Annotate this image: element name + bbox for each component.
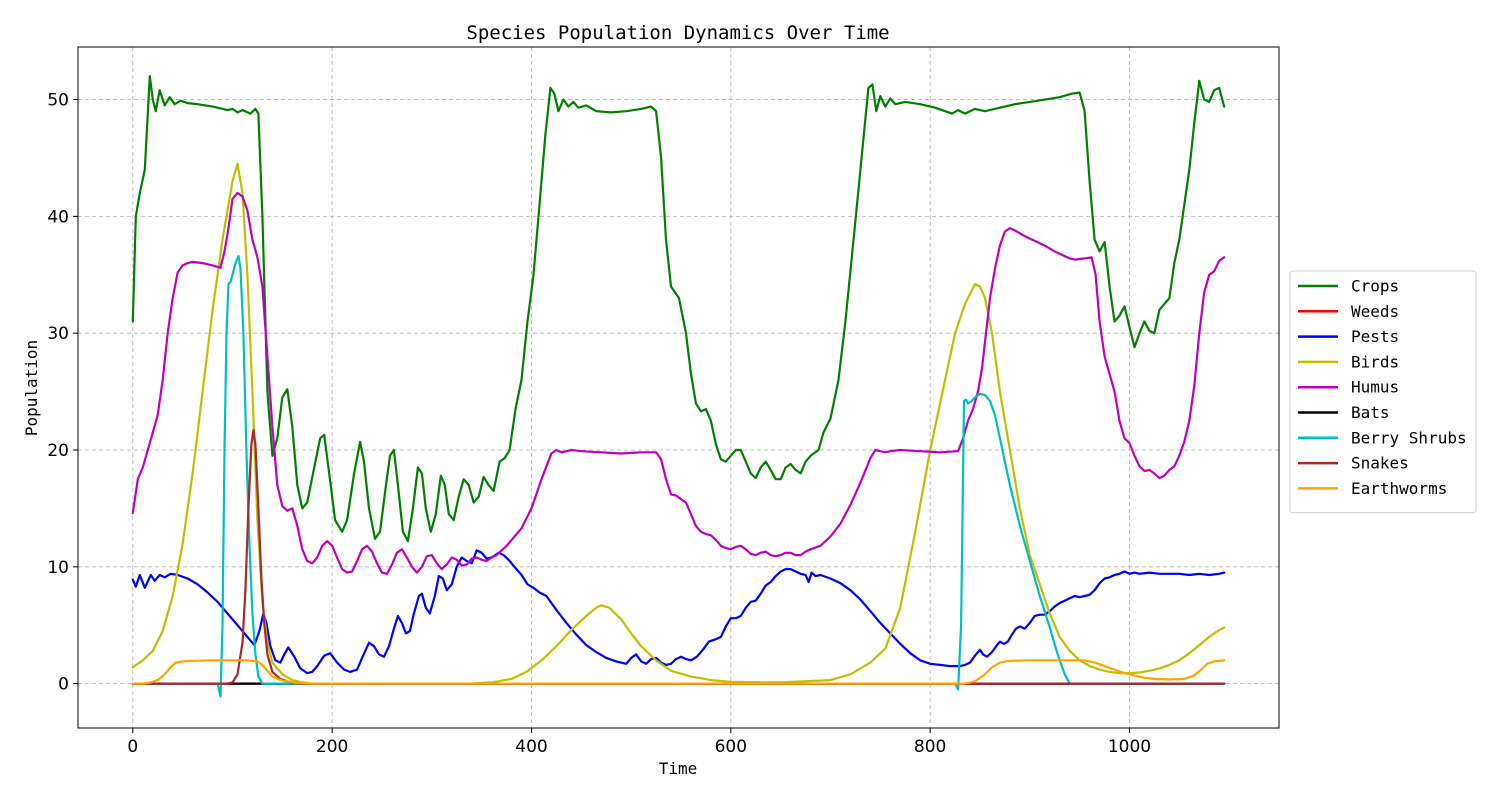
x-tick-label: 400 [515, 737, 547, 757]
x-tick-label: 800 [914, 737, 946, 757]
y-tick-label: 50 [47, 91, 69, 111]
plot-frame [77, 46, 1280, 729]
series-lines [131, 75, 1226, 698]
legend-entry-humus: Humus [1351, 378, 1399, 397]
y-tick-label: 10 [47, 558, 69, 578]
legend-entry-snakes: Snakes [1351, 454, 1409, 473]
legend-entry-pests: Pests [1351, 327, 1399, 346]
x-tick-label: 0 [127, 737, 138, 757]
x-axis-label: Time [659, 759, 698, 778]
x-tick-label: 600 [715, 737, 747, 757]
y-tick-label: 30 [47, 324, 69, 344]
series-line-crops [131, 75, 1226, 543]
series-line-pests [131, 549, 1226, 675]
grid [78, 47, 1279, 728]
legend-entry-crops: Crops [1351, 277, 1399, 296]
legend-entry-weeds: Weeds [1351, 302, 1399, 321]
chart-title: Species Population Dynamics Over Time [466, 22, 889, 44]
legend-entry-bats: Bats [1351, 403, 1390, 422]
legend-entry-berry-shrubs: Berry Shrubs [1351, 428, 1467, 447]
y-axis-label: Population [22, 340, 41, 436]
series-line-humus [131, 191, 1226, 575]
legend-entry-earthworms: Earthworms [1351, 479, 1447, 498]
series-line-berry-shrubs [131, 255, 1226, 698]
axis-ticks: 0 200 400 600 800 1000 0 10 20 30 40 50 [47, 91, 1151, 757]
x-tick-label: 200 [316, 737, 348, 757]
legend-entry-birds: Birds [1351, 352, 1399, 371]
series-line-birds [131, 162, 1226, 685]
y-tick-label: 20 [47, 441, 69, 461]
series-line-earthworms [131, 659, 1226, 685]
x-tick-label: 1000 [1108, 737, 1151, 757]
y-tick-label: 40 [47, 207, 69, 227]
legend-box [1289, 270, 1477, 514]
y-tick-label: 0 [58, 675, 69, 695]
legend: Crops Weeds Pests Birds Humus Bats Berry Shrub… [1289, 270, 1477, 514]
